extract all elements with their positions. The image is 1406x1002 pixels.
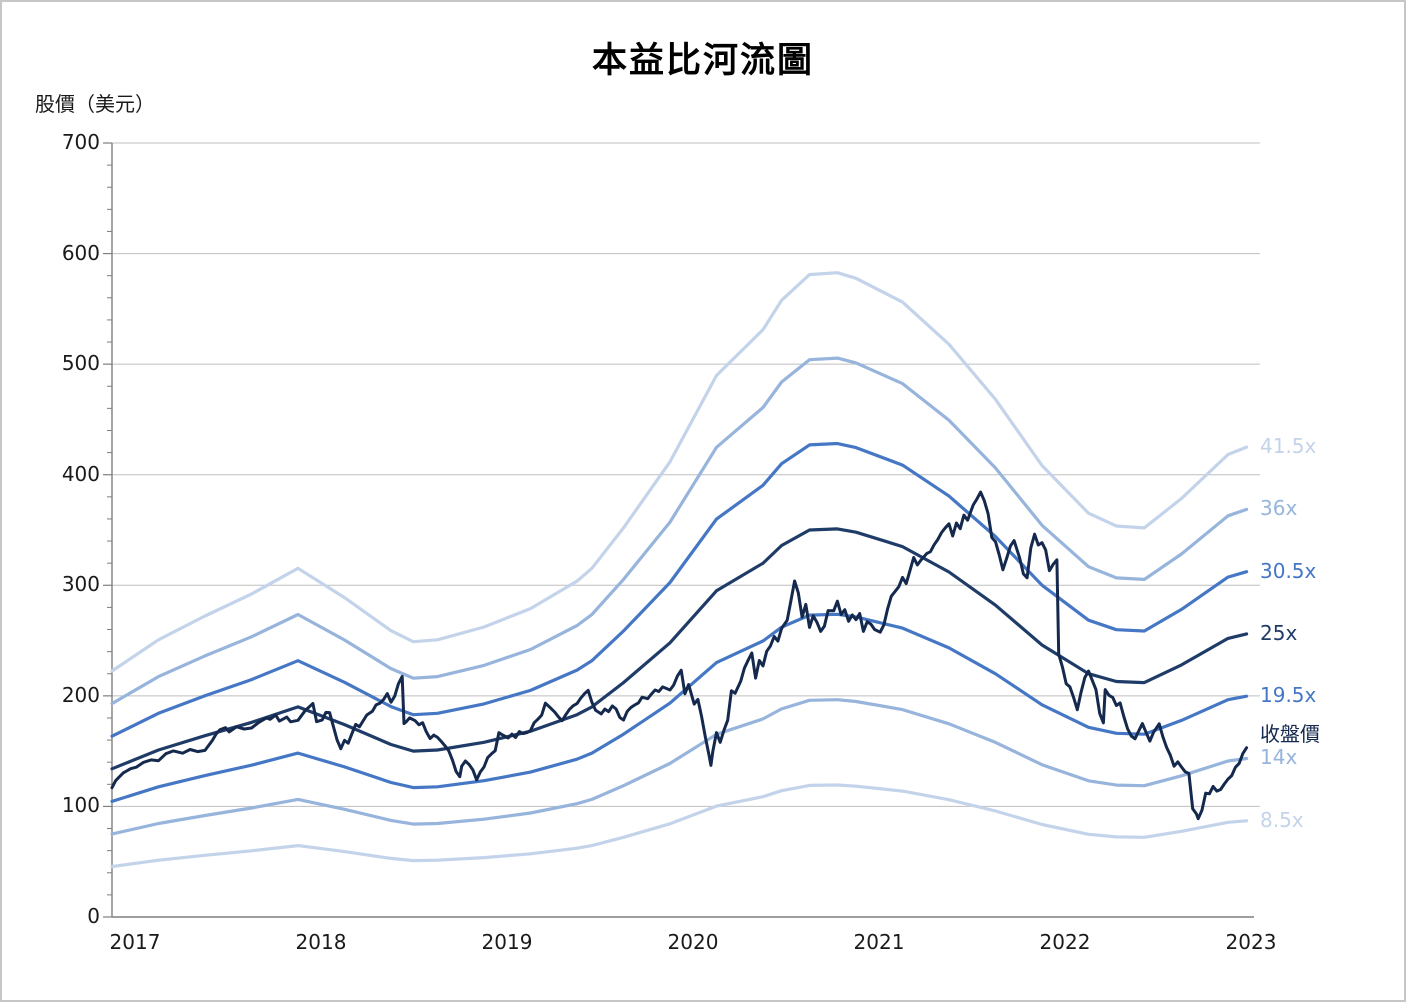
x-tick-label: 2021	[853, 930, 905, 954]
pe-band-line-19.5x	[110, 612, 1249, 804]
y-tick-label: 200	[61, 682, 100, 707]
pe-band-label-25x: 25x	[1260, 620, 1298, 645]
pe-band-label-41.5x: 41.5x	[1260, 434, 1317, 459]
y-tick-label: 0	[87, 904, 100, 928]
x-tick-label: 2017	[109, 930, 161, 954]
y-tick-label: 500	[61, 351, 100, 376]
y-tick-label: 700	[61, 130, 100, 154]
pe-band-label-19.5x: 19.5x	[1260, 683, 1317, 708]
pe-band-label-30.5x: 30.5x	[1260, 558, 1317, 583]
y-tick-label: 400	[61, 461, 100, 486]
x-tick-label: 2020	[667, 930, 719, 954]
pe-band-line-41.5x	[110, 271, 1249, 673]
y-tick-label: 100	[61, 793, 100, 818]
pe-band-line-36x	[110, 356, 1249, 706]
pe-band-label-8.5x: 8.5x	[1260, 807, 1304, 832]
pe-band-line-8.5x	[110, 783, 1249, 869]
y-axis-title: 股價（美元）	[35, 92, 155, 116]
pe-band-line-30.5x	[110, 441, 1249, 738]
x-tick-label: 2018	[295, 930, 347, 954]
x-tick-label: 2023	[1225, 930, 1277, 954]
pe-band-label-36x: 36x	[1260, 496, 1298, 521]
x-tick-label: 2022	[1039, 930, 1091, 954]
pe-band-label-14x: 14x	[1260, 745, 1298, 770]
pe-band-line-25x	[110, 527, 1249, 771]
y-tick-label: 600	[61, 240, 100, 265]
y-tick-label: 300	[61, 572, 100, 597]
close-price-line	[110, 490, 1249, 821]
x-tick-label: 2019	[481, 930, 533, 954]
close-price-label: 收盤價	[1260, 721, 1320, 746]
chart-title: 本益比河流圖	[591, 41, 814, 81]
